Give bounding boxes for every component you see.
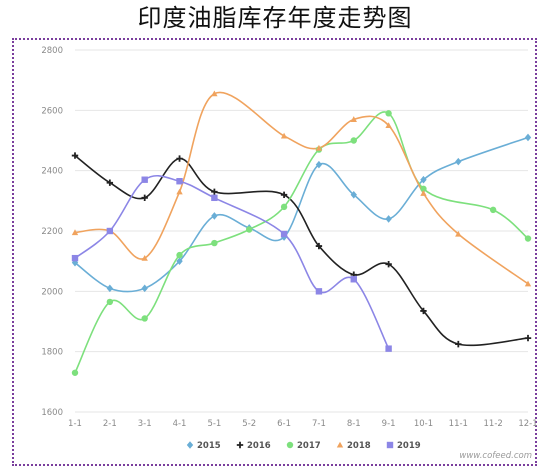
data-point-2018 xyxy=(315,144,323,151)
legend-label-2015: 2015 xyxy=(197,441,221,451)
data-point-2019 xyxy=(71,254,79,262)
data-point-2017 xyxy=(246,226,253,233)
data-point-2016 xyxy=(141,194,148,202)
data-point-2016 xyxy=(106,179,114,186)
y-tick-label: 1600 xyxy=(41,408,63,418)
y-tick-label: 1800 xyxy=(41,348,63,358)
grid-lines xyxy=(75,49,528,413)
legend-marker-2015 xyxy=(186,441,194,449)
data-point-2017 xyxy=(280,203,288,211)
data-point-2016 xyxy=(71,152,79,159)
series-line-2017 xyxy=(74,111,529,374)
x-tick-label: 1-1 xyxy=(68,419,82,429)
x-tick-label: 11-2 xyxy=(484,419,503,429)
data-point-2019 xyxy=(350,276,357,283)
legend-marker-2018 xyxy=(336,441,344,448)
y-tick-label: 2400 xyxy=(41,167,63,177)
data-point-2018 xyxy=(524,280,532,287)
data-point-2017 xyxy=(350,137,357,144)
legend-label-2016: 2016 xyxy=(247,441,271,451)
data-point-2019 xyxy=(141,176,148,183)
source-label: www.cofeed.com xyxy=(459,451,532,461)
data-point-2016 xyxy=(315,242,323,250)
data-point-2017 xyxy=(524,235,532,242)
x-tick-label: 3-1 xyxy=(138,419,152,429)
legend-marker-2019 xyxy=(386,441,394,449)
data-point-2019 xyxy=(315,288,323,295)
data-point-2015 xyxy=(385,215,392,223)
legend-label-2019: 2019 xyxy=(397,441,421,451)
axes: 1600 1800 2000 2200 2400 2600 2800 1-1 2-1 3-1 4-1… xyxy=(41,46,537,429)
data-point-2015 xyxy=(350,191,357,199)
data-point-2019 xyxy=(211,194,218,202)
data-point-2015 xyxy=(211,212,218,220)
x-tick-label: 4-1 xyxy=(173,419,187,429)
y-tick-label: 2000 xyxy=(41,287,63,297)
data-point-2016 xyxy=(211,188,218,195)
data-point-2018 xyxy=(71,229,79,236)
legend-label-2018: 2018 xyxy=(347,441,371,451)
legend-label-2017: 2017 xyxy=(297,441,321,451)
data-point-2019 xyxy=(106,227,114,235)
data-point-2018 xyxy=(176,188,183,195)
series-line-2019 xyxy=(74,174,390,350)
data-point-2017 xyxy=(420,185,427,192)
chart-title: 印度油脂库存年度走势图 xyxy=(137,4,413,32)
x-tick-label: 8-1 xyxy=(347,419,361,429)
series-markers xyxy=(71,90,532,376)
x-tick-label: 6-1 xyxy=(277,419,291,429)
data-point-2019 xyxy=(385,345,392,352)
data-point-2015 xyxy=(106,284,114,293)
x-tick-label: 11-1 xyxy=(449,419,468,429)
data-point-2016 xyxy=(420,307,427,315)
data-point-2018 xyxy=(280,132,288,139)
data-point-2018 xyxy=(350,116,357,122)
data-point-2015 xyxy=(455,157,462,166)
legend-marker-2016 xyxy=(236,441,244,449)
legend-marker-2017 xyxy=(286,441,294,449)
data-point-2017 xyxy=(176,251,183,259)
x-tick-label: 7-1 xyxy=(312,419,326,429)
x-tick-label: 9-1 xyxy=(382,419,396,429)
x-tick-label: 5-2 xyxy=(242,419,256,429)
data-point-2016 xyxy=(176,155,183,162)
data-point-2017 xyxy=(141,315,148,322)
data-point-2016 xyxy=(385,260,392,268)
data-point-2017 xyxy=(489,206,497,214)
data-point-2018 xyxy=(455,230,462,237)
y-tick-label: 2200 xyxy=(41,227,63,237)
data-point-2017 xyxy=(385,110,392,117)
y-tick-label: 2600 xyxy=(41,106,63,116)
y-tick-label: 2800 xyxy=(41,46,63,56)
data-point-2019 xyxy=(176,178,183,185)
series-line-2018 xyxy=(74,91,529,285)
data-point-2018 xyxy=(385,122,392,128)
series-lines xyxy=(74,91,529,374)
x-tick-label: 10-1 xyxy=(414,419,433,429)
data-point-2015 xyxy=(176,257,183,265)
x-tick-label: 2-1 xyxy=(103,419,117,429)
data-point-2019 xyxy=(280,230,288,238)
data-point-2015 xyxy=(315,160,323,169)
chart-frame xyxy=(12,38,537,466)
data-point-2017 xyxy=(106,298,114,306)
legend: 2015 2016 2017 2018 2019 xyxy=(186,441,421,451)
data-point-2015 xyxy=(420,175,427,184)
data-point-2018 xyxy=(211,90,218,97)
data-point-2017 xyxy=(71,369,79,376)
data-point-2015 xyxy=(524,133,532,142)
x-tick-label: 12-1 xyxy=(518,419,537,429)
data-point-2015 xyxy=(141,284,148,293)
data-point-2018 xyxy=(141,254,148,261)
data-point-2016 xyxy=(455,340,462,348)
data-point-2016 xyxy=(280,191,288,198)
data-point-2018 xyxy=(420,190,427,196)
x-tick-label: 5-1 xyxy=(207,419,221,429)
data-point-2016 xyxy=(524,334,532,342)
data-point-2017 xyxy=(211,239,218,247)
